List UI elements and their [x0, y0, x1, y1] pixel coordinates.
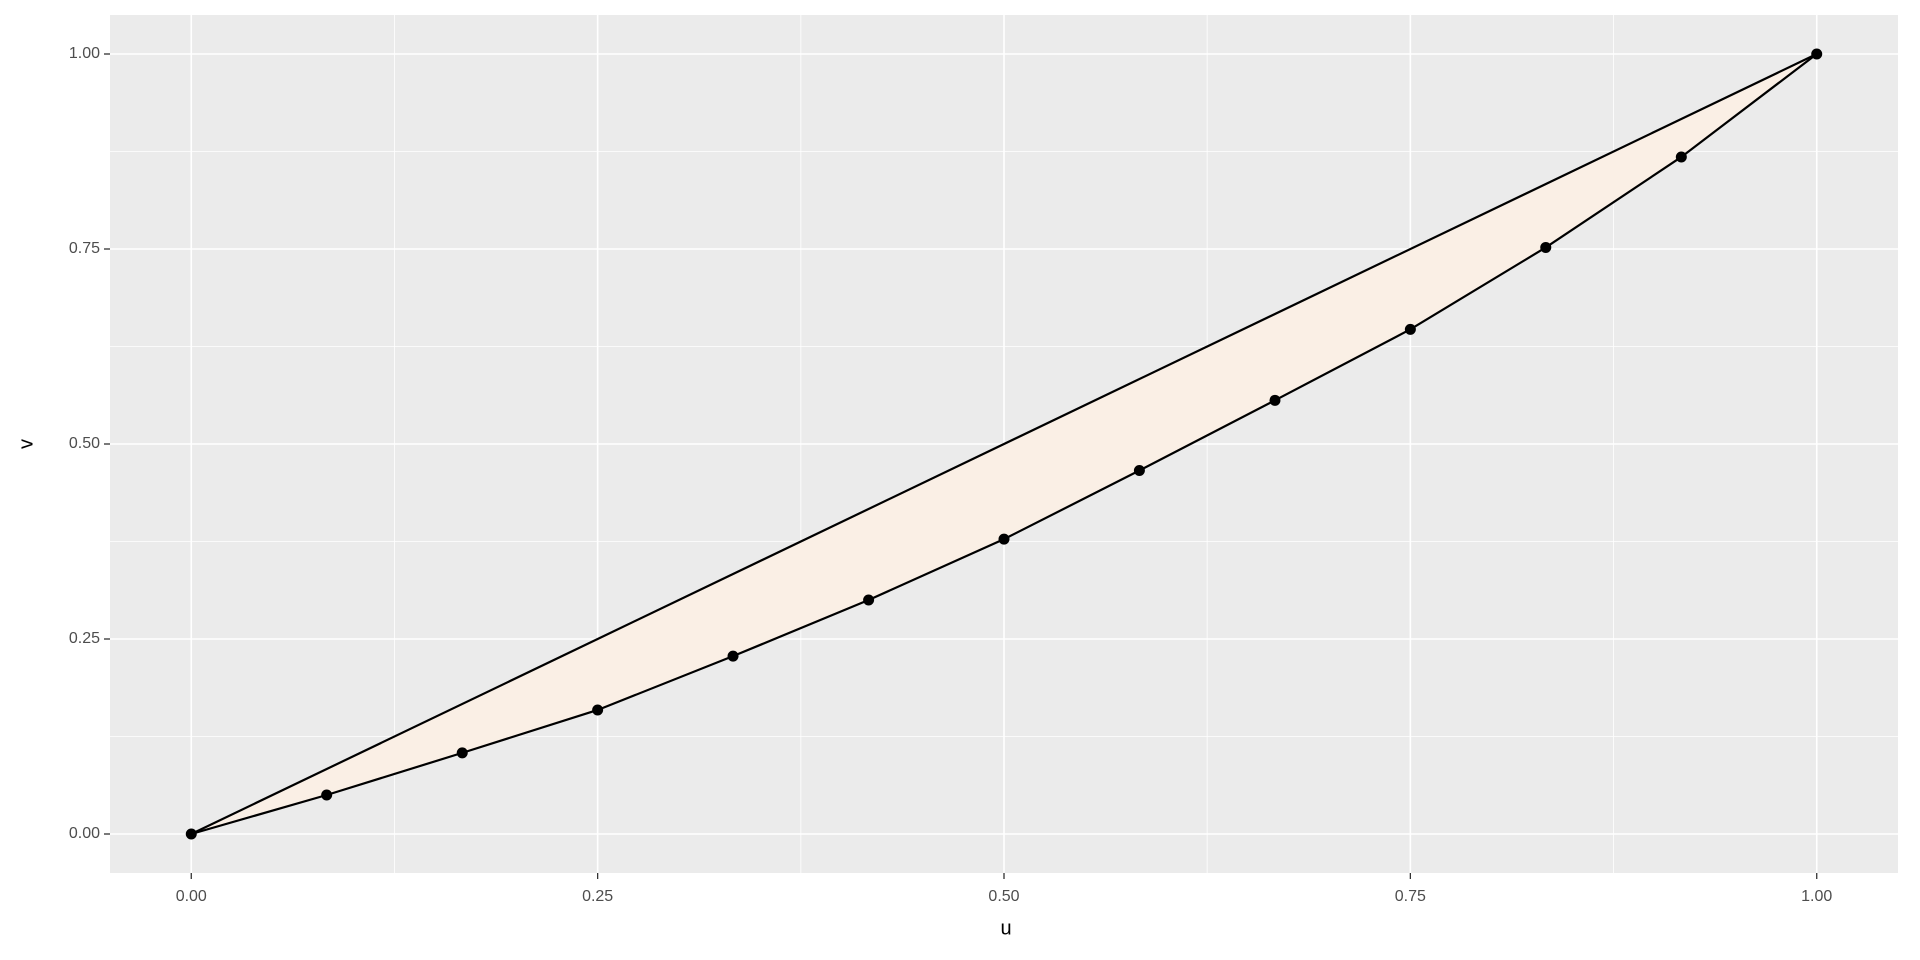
y-tick-label: 0.25 — [69, 630, 100, 647]
point — [1404, 323, 1416, 335]
point — [1269, 394, 1281, 406]
point — [863, 594, 875, 606]
point — [1133, 465, 1145, 477]
x-tick-label: 0.75 — [1395, 888, 1426, 905]
point — [1675, 151, 1687, 163]
y-tick-label: 0.00 — [69, 825, 100, 842]
x-tick-label: 0.00 — [176, 888, 207, 905]
y-tick-label: 0.75 — [69, 240, 100, 257]
point — [727, 650, 739, 662]
y-tick-label: 0.50 — [69, 435, 100, 452]
y-axis-title: v — [15, 439, 37, 449]
point — [592, 704, 604, 716]
y-tick-label: 1.00 — [69, 45, 100, 62]
point — [456, 747, 468, 759]
x-tick-label: 0.50 — [988, 888, 1019, 905]
line — [190, 53, 1818, 835]
x-tick-label: 0.25 — [582, 888, 613, 905]
x-axis-title: u — [1000, 917, 1011, 939]
x-tick-label: 1.00 — [1801, 888, 1832, 905]
point — [321, 789, 333, 801]
point — [185, 828, 197, 840]
point — [1540, 241, 1552, 253]
point — [998, 533, 1010, 545]
point — [1811, 48, 1823, 60]
